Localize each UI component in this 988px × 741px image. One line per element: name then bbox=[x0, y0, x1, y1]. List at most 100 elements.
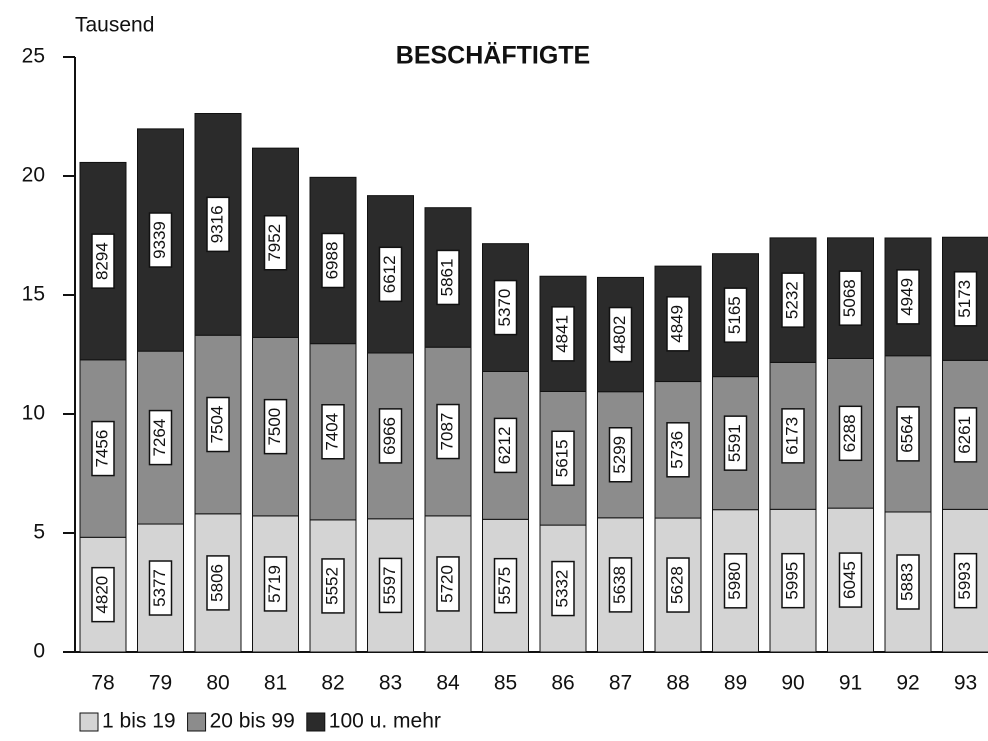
label-box bbox=[321, 404, 345, 460]
x-tick-label: 93 bbox=[954, 672, 977, 695]
chart-title: BESCHÄFTIGTE bbox=[396, 42, 590, 70]
label-box bbox=[896, 269, 920, 325]
y-tick-label: 5 bbox=[33, 521, 45, 544]
data-label: 5719 bbox=[265, 565, 284, 603]
label-box bbox=[838, 405, 863, 462]
x-tick-label: 82 bbox=[321, 672, 344, 695]
x-tick-label: 79 bbox=[149, 672, 172, 695]
label-box bbox=[91, 420, 115, 477]
data-label: 7500 bbox=[265, 408, 284, 446]
label-box bbox=[953, 271, 978, 327]
data-label: 5370 bbox=[495, 289, 514, 327]
x-tick-label: 87 bbox=[609, 672, 632, 695]
label-box bbox=[91, 566, 115, 623]
bar-segment bbox=[482, 518, 529, 653]
label-box bbox=[148, 212, 173, 268]
data-label: 6966 bbox=[380, 417, 399, 455]
x-tick-label: 80 bbox=[206, 672, 229, 695]
label-box bbox=[666, 557, 690, 613]
data-label: 7264 bbox=[150, 419, 169, 457]
label-box bbox=[608, 306, 633, 363]
data-label: 5995 bbox=[782, 562, 801, 600]
y-tick-label: 10 bbox=[22, 402, 45, 425]
legend-label: 100 u. mehr bbox=[329, 710, 441, 733]
data-label: 6212 bbox=[495, 426, 514, 464]
label-box bbox=[493, 417, 518, 474]
label-box bbox=[436, 403, 460, 460]
label-box bbox=[723, 287, 748, 343]
label-box bbox=[378, 408, 403, 464]
data-label: 5575 bbox=[495, 567, 514, 605]
label-box bbox=[436, 556, 460, 612]
data-label: 5165 bbox=[725, 296, 744, 334]
label-box bbox=[321, 232, 345, 289]
data-label: 7456 bbox=[92, 430, 111, 468]
data-label: 5299 bbox=[610, 436, 629, 474]
data-label: 5597 bbox=[380, 566, 399, 604]
data-label: 5628 bbox=[667, 566, 686, 604]
label-box bbox=[896, 554, 920, 610]
label-box bbox=[666, 422, 690, 478]
bar-segment bbox=[712, 253, 759, 378]
legend-swatch bbox=[79, 712, 99, 732]
data-label: 4841 bbox=[552, 315, 571, 353]
data-label: 5806 bbox=[207, 564, 226, 602]
label-box bbox=[206, 196, 230, 253]
label-box bbox=[148, 560, 173, 616]
label-box bbox=[493, 279, 518, 336]
legend-label: 1 bis 19 bbox=[102, 710, 176, 733]
label-box bbox=[263, 215, 288, 271]
x-tick-label: 88 bbox=[666, 672, 689, 695]
data-label: 5736 bbox=[667, 431, 686, 469]
label-box bbox=[666, 296, 690, 352]
x-tick-label: 85 bbox=[494, 672, 517, 695]
x-tick-label: 91 bbox=[839, 672, 862, 695]
x-tick-label: 89 bbox=[724, 672, 747, 695]
label-box bbox=[378, 557, 403, 614]
label-box bbox=[206, 396, 230, 453]
data-label: 9339 bbox=[150, 221, 169, 259]
bar-segment bbox=[827, 357, 874, 509]
label-box bbox=[723, 415, 748, 471]
label-box bbox=[781, 408, 805, 464]
x-tick-label: 84 bbox=[436, 672, 460, 695]
x-tick-label: 78 bbox=[91, 672, 114, 695]
data-label: 5591 bbox=[725, 424, 744, 462]
label-box bbox=[953, 552, 978, 609]
label-box bbox=[493, 557, 518, 614]
x-tick-label: 90 bbox=[781, 672, 804, 695]
data-label: 7404 bbox=[322, 413, 341, 451]
label-box bbox=[608, 427, 633, 483]
data-label: 6173 bbox=[782, 417, 801, 455]
data-label: 8294 bbox=[92, 242, 111, 280]
data-label: 5993 bbox=[955, 562, 974, 600]
data-label: 6288 bbox=[840, 414, 859, 452]
data-label: 5883 bbox=[897, 563, 916, 601]
y-tick-label: 20 bbox=[22, 164, 45, 187]
x-tick-label: 81 bbox=[264, 672, 287, 695]
label-box bbox=[781, 552, 805, 609]
label-box bbox=[206, 555, 230, 611]
data-label: 5615 bbox=[552, 439, 571, 477]
label-box bbox=[838, 552, 863, 608]
label-box bbox=[148, 409, 173, 466]
label-box bbox=[551, 430, 575, 487]
label-box bbox=[378, 246, 403, 303]
data-label: 6612 bbox=[380, 255, 399, 293]
data-label: 4820 bbox=[92, 576, 111, 614]
data-label: 4849 bbox=[667, 305, 686, 343]
x-tick-label: 92 bbox=[896, 672, 919, 695]
data-label: 5377 bbox=[150, 569, 169, 607]
y-tick-label: 15 bbox=[22, 283, 45, 306]
label-box bbox=[608, 557, 633, 613]
label-box bbox=[263, 398, 288, 455]
label-box bbox=[896, 406, 920, 462]
legend-swatch bbox=[306, 712, 326, 732]
y-tick-label: 25 bbox=[22, 45, 45, 68]
data-label: 5552 bbox=[322, 567, 341, 605]
label-box bbox=[953, 407, 978, 463]
label-box bbox=[263, 556, 288, 612]
data-label: 7952 bbox=[265, 224, 284, 262]
x-tick-label: 83 bbox=[379, 672, 402, 695]
data-label: 5980 bbox=[725, 562, 744, 600]
